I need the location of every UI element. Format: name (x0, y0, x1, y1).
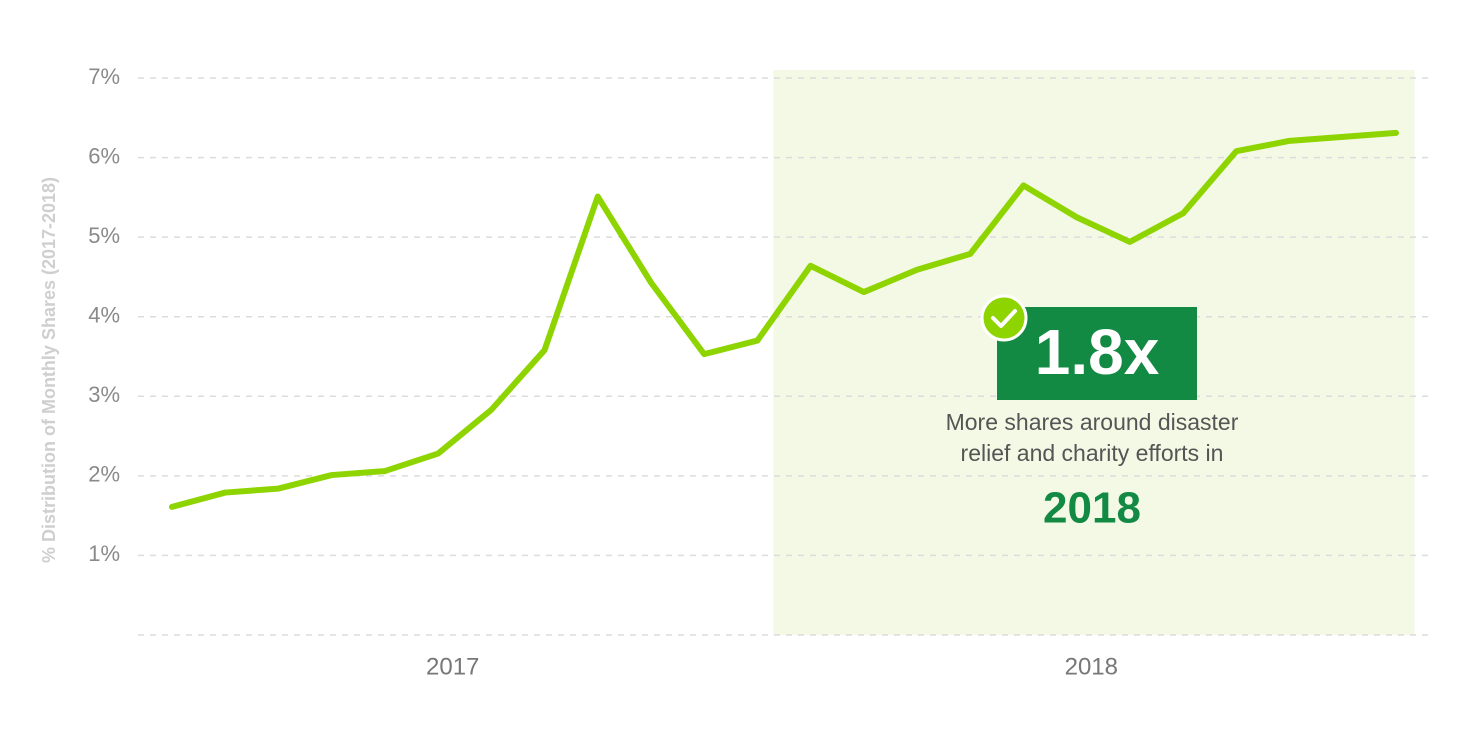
y-tick-label: 5% (88, 223, 120, 248)
y-tick-label: 4% (88, 303, 120, 328)
headline: 1.8x (1035, 316, 1160, 388)
y-axis-label: % Distribution of Monthly Shares (2017-2… (39, 177, 59, 563)
data-line (169, 129, 1399, 510)
y-tick-label: 3% (88, 382, 120, 407)
annotation-emphasis: 2018 (1043, 484, 1141, 533)
y-tick-label: 6% (88, 143, 120, 168)
headline-box (997, 307, 1197, 400)
x-tick-label: 2018 (1065, 653, 1118, 680)
annotation-text: relief and charity efforts in (961, 440, 1224, 466)
check-mark (991, 309, 1017, 328)
y-tick-label: 2% (88, 462, 120, 487)
y-tick-label: 7% (88, 64, 120, 89)
annotation-text: More shares around disaster (946, 409, 1239, 435)
check-badge (980, 294, 1028, 342)
y-tick-label: 1% (88, 541, 120, 566)
x-tick-label: 2017 (426, 653, 479, 680)
